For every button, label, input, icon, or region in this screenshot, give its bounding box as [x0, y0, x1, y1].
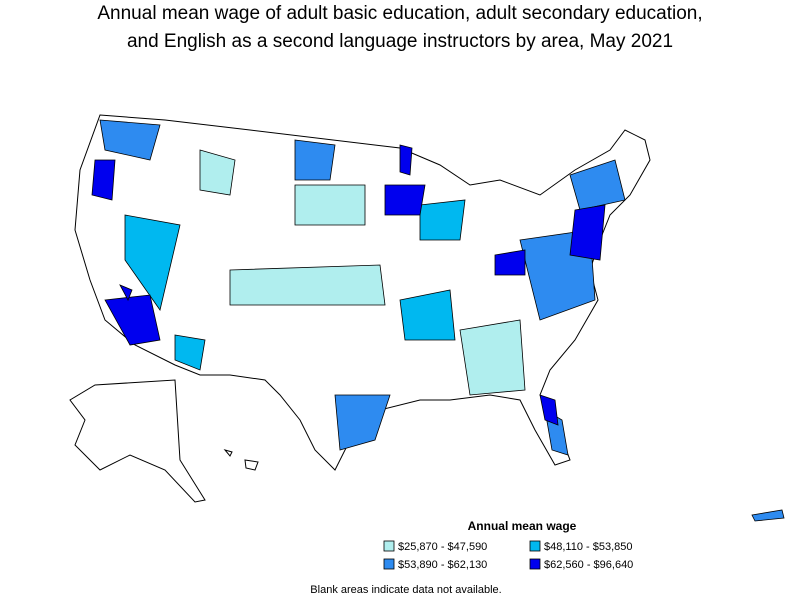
- region: [119, 284, 133, 301]
- legend-label: $53,890 - $62,130: [398, 559, 487, 571]
- footnote: Blank areas indicate data not available.: [310, 584, 501, 596]
- title-line: Annual mean wage of adult basic educatio…: [97, 3, 702, 24]
- region: [199, 149, 236, 196]
- region: [104, 294, 161, 346]
- region: [399, 289, 456, 341]
- alaska: [69, 379, 206, 503]
- region: [124, 214, 181, 311]
- region: [294, 184, 366, 226]
- title-line: and English as a second language instruc…: [127, 31, 673, 52]
- region: [384, 184, 426, 216]
- region: [294, 139, 336, 181]
- legend: $25,870 - $47,590 $48,110 - $53,850 $53,89…: [383, 540, 633, 571]
- region: [539, 394, 559, 426]
- legend-label: $62,560 - $96,640: [544, 559, 633, 571]
- legend-swatch: [529, 558, 541, 570]
- region: [569, 159, 626, 211]
- puerto-rico: [751, 509, 785, 522]
- region: [569, 204, 606, 261]
- region: [494, 249, 526, 276]
- region: [174, 334, 206, 371]
- legend-swatch: [529, 540, 541, 552]
- region: [229, 264, 386, 306]
- hawaii: [223, 449, 259, 471]
- region: [99, 119, 161, 161]
- legend-label: $25,870 - $47,590: [398, 541, 487, 553]
- region: [91, 159, 116, 201]
- region: [399, 144, 413, 176]
- legend-label: $48,110 - $53,850: [544, 541, 632, 553]
- region: [334, 394, 391, 451]
- legend-title: Annual mean wage: [468, 519, 577, 533]
- region: [419, 199, 466, 241]
- legend-swatch: [383, 540, 395, 552]
- us-map: [69, 114, 785, 522]
- legend-swatch: [383, 558, 395, 570]
- region: [459, 319, 526, 396]
